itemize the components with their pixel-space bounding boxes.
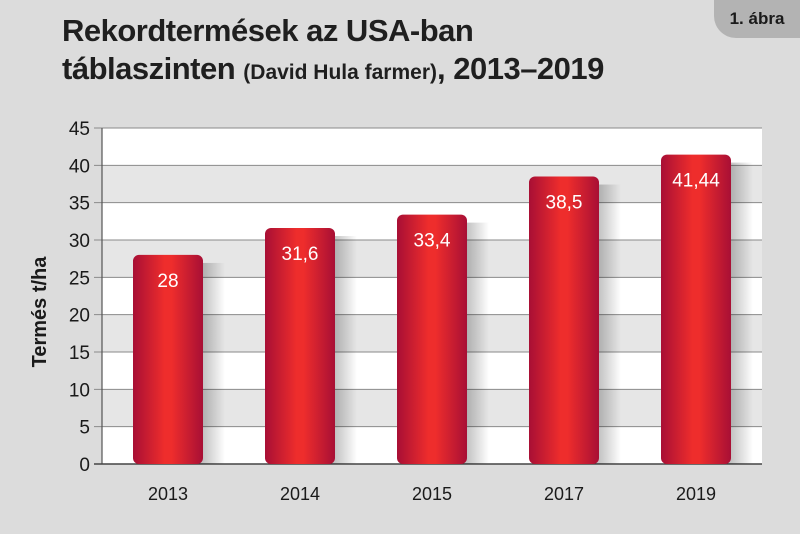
- y-tick-label: 45: [69, 119, 90, 140]
- chart-title-line2-main: táblaszinten: [62, 51, 236, 86]
- y-tick-label: 15: [69, 343, 90, 364]
- bar-value-label: 33,4: [414, 231, 451, 252]
- chart-title: Rekordtermések az USA-ban táblaszinten (…: [62, 12, 604, 92]
- x-tick-label: 2013: [148, 484, 188, 504]
- bar-shadow: [595, 184, 621, 465]
- bar-shadow: [199, 262, 225, 464]
- bar-value-label: 38,5: [546, 193, 583, 214]
- bar-2017: [529, 176, 599, 465]
- y-tick-label: 0: [79, 455, 90, 476]
- y-tick-label: 10: [69, 380, 90, 401]
- y-tick-label: 25: [69, 268, 90, 289]
- bar-2013: [133, 254, 203, 464]
- y-tick-label: 5: [79, 418, 90, 439]
- y-axis-label: Termés t/ha: [29, 256, 51, 368]
- bars: 28 31,6 33,4 38,5 41,44: [133, 154, 753, 465]
- y-axis-ticks: 0 5 10 15 20 25 30 35 40 45: [69, 119, 90, 476]
- chart-title-paren: (David Hula farmer): [243, 61, 437, 84]
- bar-shadow: [727, 162, 753, 464]
- y-tick-label: 30: [69, 231, 90, 252]
- bar-value-label: 31,6: [282, 244, 319, 265]
- x-tick-label: 2014: [280, 484, 320, 504]
- x-tick-label: 2019: [676, 484, 716, 504]
- y-tick-label: 20: [69, 306, 90, 327]
- bar-2019: [661, 154, 731, 464]
- x-axis-ticks: 2013 2014 2015 2017 2019: [148, 484, 716, 504]
- chart-title-line2: táblaszinten (David Hula farmer), 2013–2…: [62, 50, 604, 92]
- bar-value-label: 41,44: [672, 171, 720, 192]
- bar-2015: [397, 214, 467, 464]
- x-tick-label: 2017: [544, 484, 584, 504]
- x-tick-label: 2015: [412, 484, 452, 504]
- figure-number-badge: 1. ábra: [714, 0, 800, 38]
- bar-shadow: [331, 236, 357, 464]
- y-tick-label: 35: [69, 194, 90, 215]
- grid-band: [102, 165, 762, 203]
- bar-2014: [265, 228, 335, 464]
- bar-shadow: [463, 222, 489, 464]
- chart-title-line1: Rekordtermések az USA-ban: [62, 13, 474, 48]
- bar-value-label: 28: [157, 271, 178, 292]
- chart-title-years: , 2013–2019: [437, 51, 604, 86]
- y-tick-label: 40: [69, 156, 90, 177]
